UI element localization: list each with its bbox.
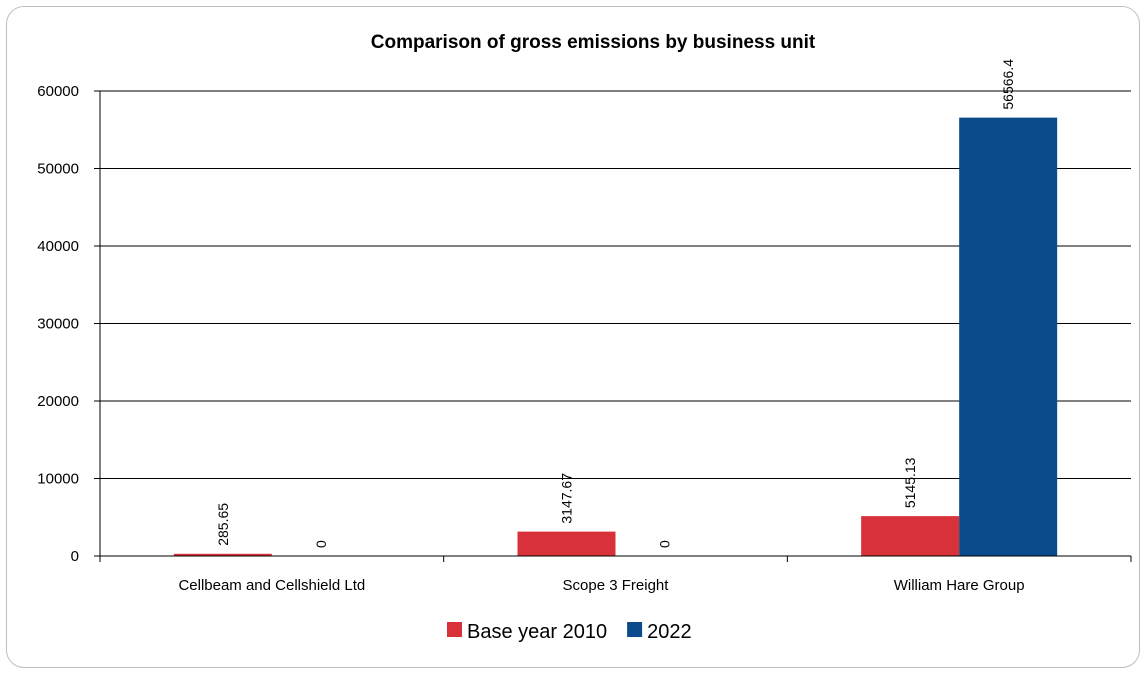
data-label: 0: [313, 540, 329, 548]
x-category-label: William Hare Group: [894, 577, 1025, 594]
y-tick-label: 0: [71, 548, 79, 565]
y-tick-label: 40000: [37, 238, 79, 255]
bar: [959, 117, 1058, 556]
legend-label: 2022: [647, 621, 692, 643]
legend-swatch: [447, 622, 462, 637]
y-tick-label: 60000: [37, 83, 79, 100]
x-category-label: Scope 3 Freight: [563, 577, 670, 594]
legend-label: Base year 2010: [467, 621, 607, 643]
axes: [99, 91, 1132, 562]
y-tick-label: 20000: [37, 393, 79, 410]
y-tick-label: 30000: [37, 316, 79, 333]
bars: [173, 117, 1058, 556]
y-tick-label: 10000: [37, 471, 79, 488]
chart-title: Comparison of gross emissions by busines…: [371, 32, 816, 53]
bar: [173, 553, 272, 556]
data-label: 56566.4: [1000, 59, 1016, 110]
data-label: 3147.67: [559, 473, 575, 524]
data-label: 5145.13: [902, 457, 918, 508]
y-tick-label: 50000: [37, 161, 79, 178]
legend-swatch: [627, 622, 643, 637]
bar: [861, 516, 960, 556]
x-axis-categories: Cellbeam and Cellshield Ltd Scope 3 Freig…: [178, 577, 1024, 594]
y-axis-ticks: 0 10000 20000 30000 40000 50000 60000: [37, 83, 100, 565]
data-labels: 285.65 0 3147.67 0 5145.13 56566.4: [215, 59, 1016, 548]
data-label: 285.65: [215, 503, 231, 546]
x-category-label: Cellbeam and Cellshield Ltd: [178, 577, 365, 594]
bar: [517, 531, 616, 556]
data-label: 0: [657, 540, 673, 548]
chart-frame: [6, 6, 1140, 668]
legend: Base year 2010 2022: [447, 621, 692, 643]
